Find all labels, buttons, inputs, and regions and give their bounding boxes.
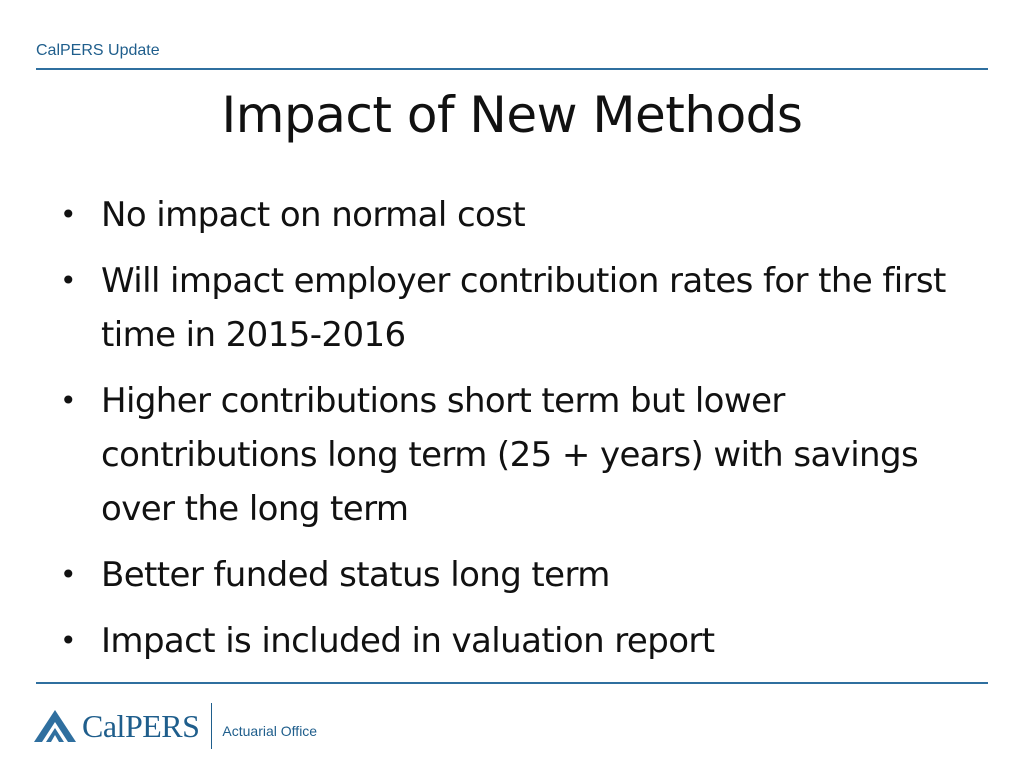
bullet-icon: •: [60, 198, 77, 231]
bullet-item: • No impact on normal cost: [60, 188, 960, 242]
footer-divider: [36, 682, 988, 684]
bullet-icon: •: [60, 384, 77, 417]
bullet-text: Impact is included in valuation report: [101, 621, 715, 661]
bullet-text: Higher contributions short term but lowe…: [101, 381, 919, 529]
mountain-icon: [34, 710, 76, 742]
slide-title: Impact of New Methods: [221, 86, 803, 144]
bullet-text: Will impact employer contribution rates …: [101, 261, 946, 355]
bullet-item: • Better funded status long term: [60, 548, 960, 602]
bullet-icon: •: [60, 264, 77, 297]
logo-divider: [211, 703, 213, 749]
bullet-item: • Impact is included in valuation report: [60, 614, 960, 668]
bullet-icon: •: [60, 558, 77, 591]
bullet-icon: •: [60, 624, 77, 657]
bullet-text: Better funded status long term: [101, 555, 610, 595]
bullet-item: • Higher contributions short term but lo…: [60, 374, 960, 536]
bullet-item: • Will impact employer contribution rate…: [60, 254, 960, 362]
bullet-text: No impact on normal cost: [101, 195, 526, 235]
calpers-logo: CalPERS Actuarial Office: [34, 702, 317, 750]
header-label: CalPERS Update: [36, 42, 160, 59]
logo-wordmark: CalPERS: [82, 707, 200, 744]
bullet-list: • No impact on normal cost • Will impact…: [60, 188, 960, 680]
logo-subtext: Actuarial Office: [222, 723, 318, 739]
header-divider: [36, 68, 988, 70]
